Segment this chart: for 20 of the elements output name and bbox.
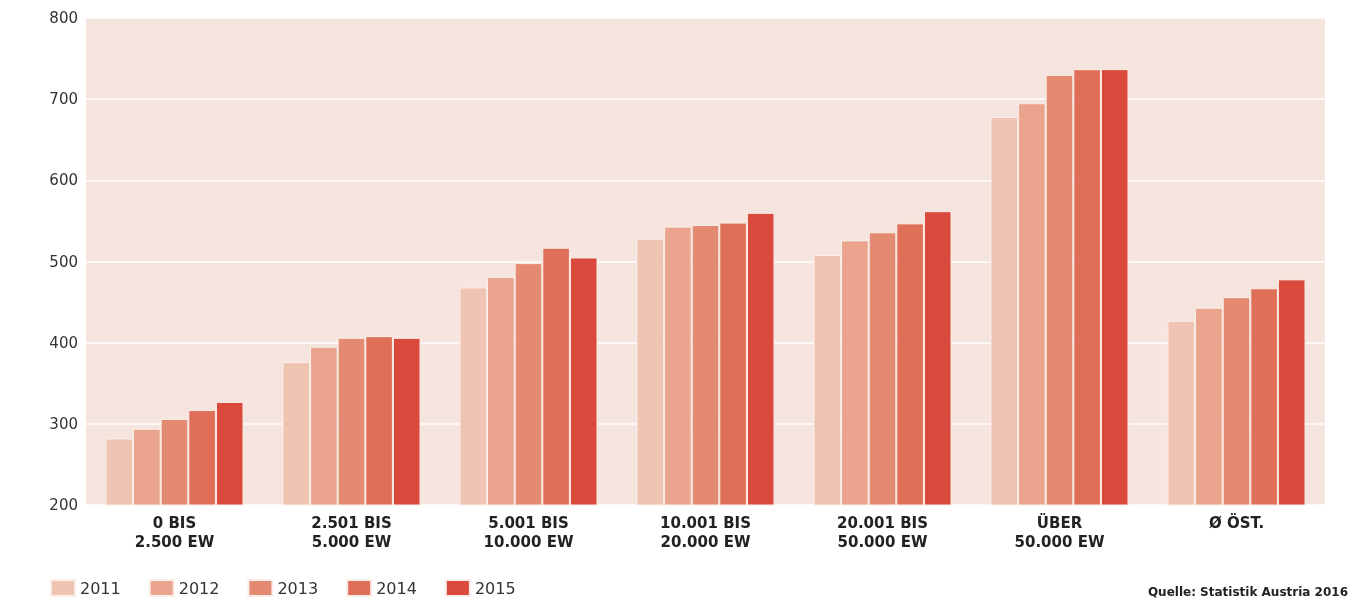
x-tick-label: 2.501 BIS 5.000 EW — [311, 513, 392, 551]
y-tick-label: 600 — [49, 171, 78, 190]
y-tick-label: 800 — [49, 9, 78, 27]
x-tick-label: 5.001 BIS 10.000 EW — [483, 513, 574, 551]
source-note: Quelle: Statistik Austria 2016 — [1147, 585, 1349, 599]
legend-label: 2012 — [178, 578, 220, 598]
legend-label: 2013 — [277, 578, 319, 598]
x-tick-label: Ø ÖST. — [1208, 512, 1265, 532]
y-tick-label: 500 — [49, 252, 78, 271]
y-tick-label: 700 — [49, 90, 78, 109]
x-tick-label: 20.001 BIS 50.000 EW — [837, 513, 928, 551]
x-tick-label: 10.001 BIS 20.000 EW — [660, 513, 751, 551]
legend-label: 2011 — [80, 578, 121, 598]
y-tick-label: 300 — [49, 414, 78, 433]
legend-label: 2015 — [474, 578, 516, 598]
y-tick-label: 200 — [49, 496, 78, 514]
x-tick-label: 0 BIS 2.500 EW — [134, 513, 215, 551]
y-tick-label: 400 — [49, 333, 78, 352]
legend-label: 2014 — [376, 578, 417, 598]
x-tick-label: ÜBER 50.000 EW — [1014, 512, 1105, 551]
